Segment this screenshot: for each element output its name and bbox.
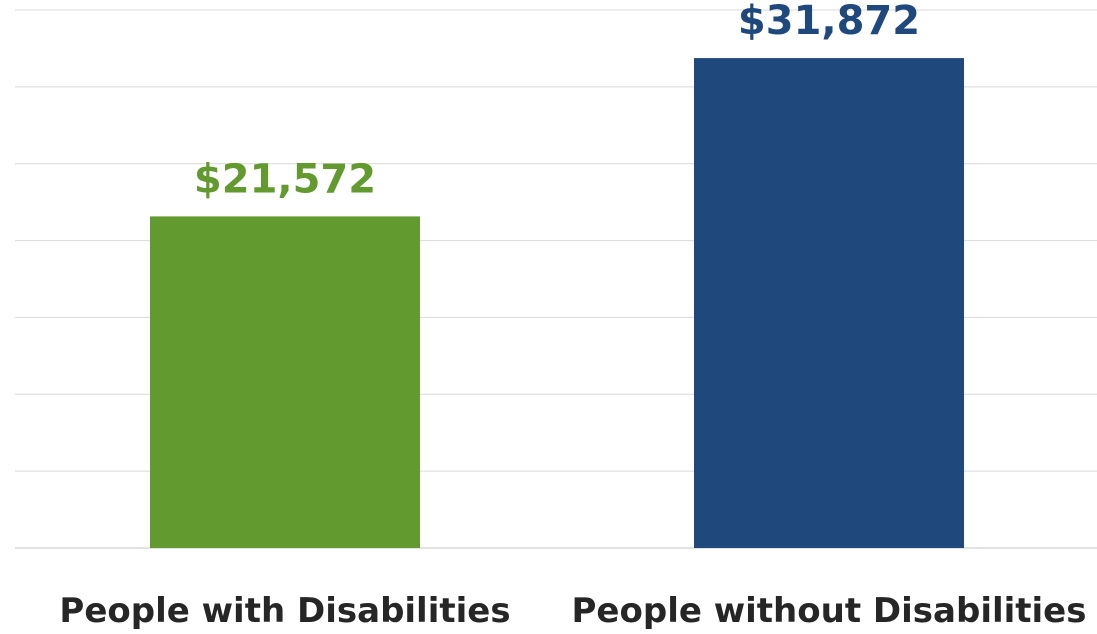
data-label-1: $21,572 [194, 156, 376, 202]
category-labels: People with Disabilities People without D… [59, 591, 1086, 631]
category-label-1: People with Disabilities [59, 591, 510, 631]
category-label-2: People without Disabilities [572, 591, 1087, 631]
bars [150, 58, 964, 549]
data-label-2: $31,872 [738, 0, 920, 44]
bar-1 [150, 216, 420, 549]
data-labels: $21,572 $31,872 [194, 0, 920, 202]
bar-2 [694, 58, 964, 549]
